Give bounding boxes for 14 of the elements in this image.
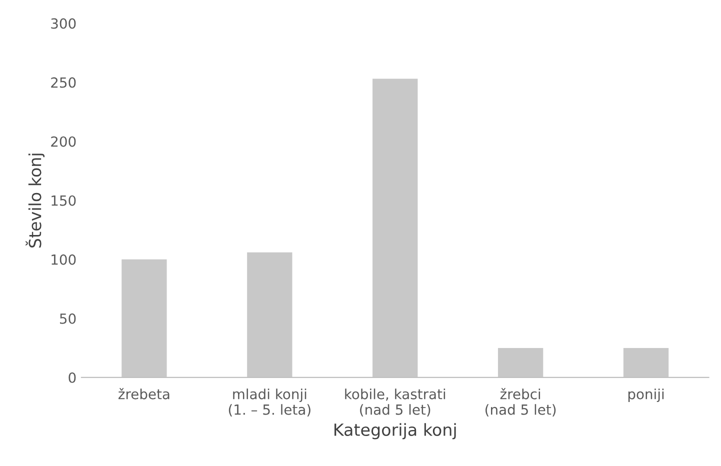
x-axis-title: Kategorija konj — [334, 423, 456, 440]
y-tick-label: 0 — [68, 372, 76, 383]
y-tick-label: 200 — [51, 136, 76, 147]
x-tick-label: kobile, kastrati (nad 5 let) — [345, 388, 446, 417]
x-tick-label: poniji — [628, 388, 664, 402]
y-tick-label: 100 — [52, 254, 76, 265]
x-tick-label: žrebci (nad 5 let) — [486, 388, 556, 417]
x-tick-label: mladi konji (1. – 5. leta) — [228, 388, 310, 417]
y-tick-label: 250 — [51, 77, 76, 88]
y-axis-title: Število konj — [26, 154, 45, 248]
y-tick-label: 50 — [60, 313, 76, 324]
y-tick-label: 150 — [52, 195, 76, 206]
y-tick-label: 300 — [51, 18, 76, 29]
x-tick-label: žrebeta — [118, 388, 170, 400]
